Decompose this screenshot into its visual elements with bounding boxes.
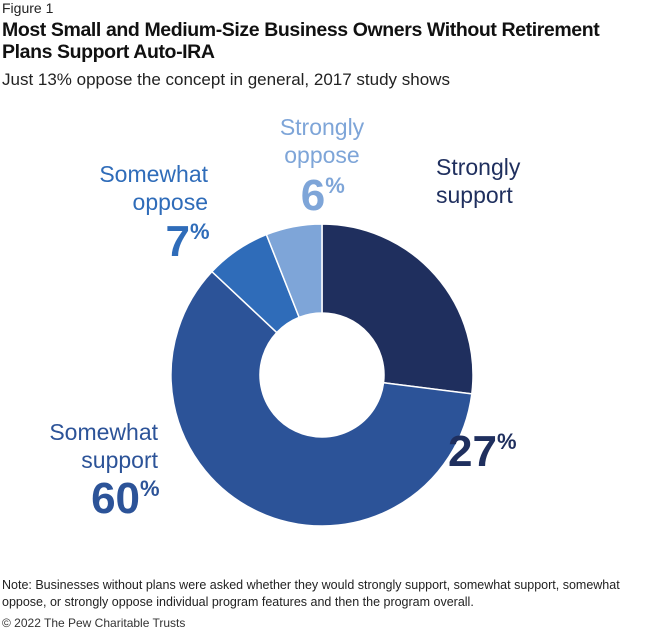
copyright-credit: © 2022 The Pew Charitable Trusts xyxy=(2,616,186,630)
slice-label-line: support xyxy=(436,182,513,208)
donut-slice-somewhat-support xyxy=(170,270,473,527)
donut-chart: Stronglysupport27%Somewhatsupport60%Some… xyxy=(49,114,521,527)
slice-value-label: 27% xyxy=(448,427,517,476)
slice-label-line: oppose xyxy=(133,189,208,215)
donut-slice-strongly-oppose xyxy=(265,223,323,319)
slice-label-line: Somewhat xyxy=(49,419,158,445)
slice-value-label: 60% xyxy=(91,474,160,523)
slice-value-label: 6% xyxy=(301,171,345,220)
chart-note: Note: Businesses without plans were aske… xyxy=(2,578,620,609)
slice-label-line: oppose xyxy=(284,142,359,168)
slice-label-line: Strongly xyxy=(280,114,365,140)
chart-title: Most Small and Medium-Size Business Owne… xyxy=(2,19,600,63)
slice-label-line: Strongly xyxy=(436,154,521,180)
chart-subtitle: Just 13% oppose the concept in general, … xyxy=(2,70,450,89)
slice-label-line: support xyxy=(81,447,158,473)
slice-value-label: 7% xyxy=(166,217,210,266)
figure-label: Figure 1 xyxy=(2,0,54,16)
slice-label-line: Somewhat xyxy=(99,161,208,187)
donut-slice-strongly-support xyxy=(321,223,474,395)
